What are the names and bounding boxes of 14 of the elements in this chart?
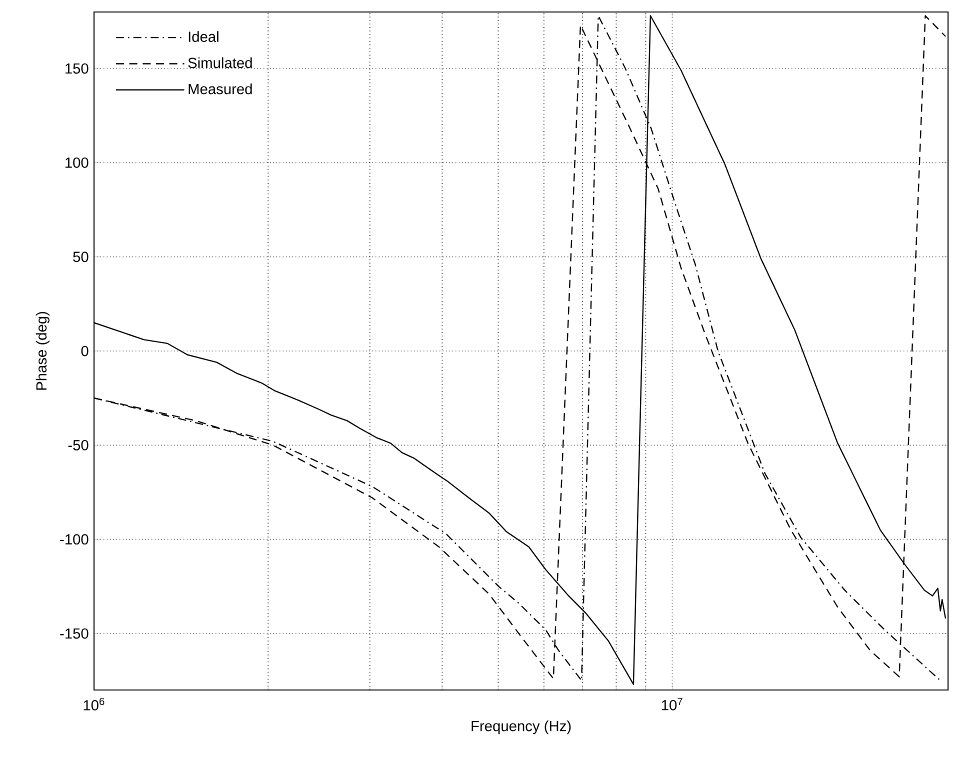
y-tick-label: 100: [66, 157, 88, 168]
legend-label: Measured: [188, 83, 252, 94]
y-tick-label: -50: [68, 440, 88, 450]
y-tick-label: 0: [81, 346, 88, 356]
y-axis-title: Phase (deg): [36, 312, 50, 390]
legend-label: Ideal: [188, 31, 218, 42]
x-tick-label: 10$^{7}$: [662, 698, 682, 710]
y-tick-label: 150: [66, 63, 88, 74]
y-tick-label: -100: [60, 534, 88, 545]
legend-label: Simulated: [188, 57, 252, 68]
x-tick-label: 10$^{6}$: [84, 698, 104, 710]
y-tick-label: -150: [60, 628, 88, 639]
y-tick-label: 50: [73, 252, 88, 262]
x-axis-title: Frequency (Hz): [472, 720, 571, 734]
